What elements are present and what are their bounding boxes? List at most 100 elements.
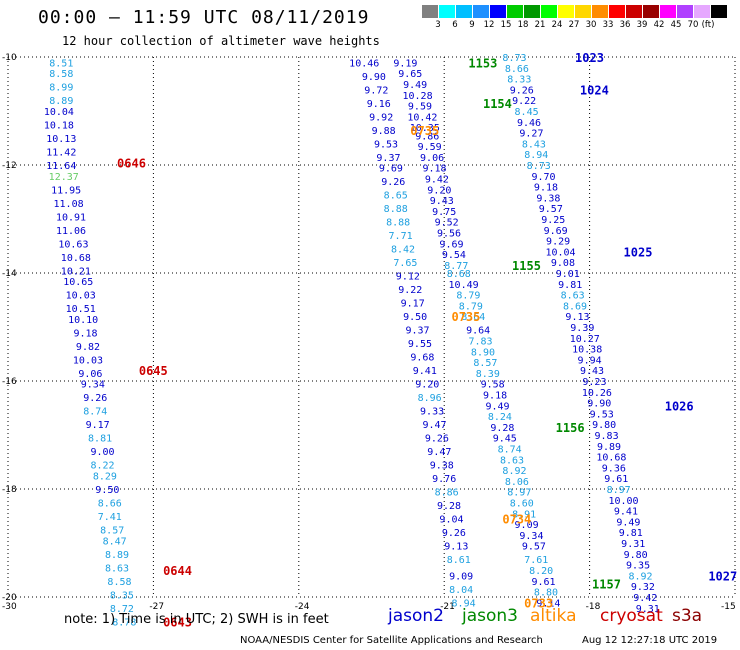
lon-tick-label: -15 bbox=[721, 602, 736, 612]
units-note: note: 1) Time is in UTC; 2) SWH is in fe… bbox=[64, 612, 329, 627]
color-scale-label: 45 bbox=[670, 20, 682, 30]
wave-height-value: 9.22 bbox=[398, 285, 422, 296]
footer-timestamp: Aug 12 12:27:18 UTC 2019 bbox=[582, 635, 718, 646]
wave-height-value: 9.06 bbox=[78, 369, 102, 380]
wave-height-value: 9.17 bbox=[401, 299, 425, 310]
color-scale-swatch bbox=[524, 5, 540, 18]
wave-height-value: 8.64 bbox=[461, 312, 485, 323]
wave-height-value: 8.88 bbox=[386, 218, 410, 229]
pass-id-label: 1024 bbox=[580, 83, 609, 97]
wave-height-value: 8.66 bbox=[98, 499, 122, 510]
wave-height-value: 8.79 bbox=[459, 301, 483, 312]
wave-height-value: 9.55 bbox=[408, 339, 432, 350]
wave-height-value: 8.45 bbox=[515, 107, 539, 118]
color-scale-swatch bbox=[507, 5, 523, 18]
wave-height-value: 9.26 bbox=[442, 528, 466, 539]
wave-height-value: 10.13 bbox=[46, 134, 76, 145]
wave-height-value: 8.81 bbox=[88, 434, 112, 445]
lat-tick-label: -16 bbox=[2, 377, 17, 387]
color-scale-label: 18 bbox=[517, 20, 529, 30]
wave-height-value: 9.80 bbox=[624, 550, 648, 561]
wave-height-value: 9.23 bbox=[582, 377, 606, 388]
color-scale-swatch bbox=[473, 5, 489, 18]
wave-height-value: 8.06 bbox=[505, 477, 529, 488]
wave-height-value: 8.29 bbox=[93, 472, 117, 483]
wave-height-value: 9.38 bbox=[536, 193, 560, 204]
color-scale-swatch bbox=[626, 5, 642, 18]
wave-height-value: 8.89 bbox=[105, 550, 129, 561]
wave-height-value: 10.68 bbox=[61, 253, 91, 264]
wave-height-value: 9.09 bbox=[449, 571, 473, 582]
wave-height-value: 9.26 bbox=[381, 177, 405, 188]
wave-height-value: 8.74 bbox=[498, 445, 522, 456]
color-scale-label: 70 bbox=[687, 20, 699, 30]
wave-height-value: 10.28 bbox=[402, 91, 432, 102]
pass-id-label: 0644 bbox=[163, 564, 192, 578]
wave-height-value: 9.49 bbox=[485, 401, 509, 412]
color-scale-swatch bbox=[456, 5, 472, 18]
wave-height-value: 9.49 bbox=[616, 517, 640, 528]
wave-height-value: 9.94 bbox=[578, 355, 602, 366]
wave-height-value: 8.51 bbox=[49, 58, 73, 69]
wave-height-value: 9.38 bbox=[430, 461, 454, 472]
wave-height-value: 9.33 bbox=[420, 407, 444, 418]
color-scale-label: 15 bbox=[500, 20, 512, 30]
pass-id-label: 0643 bbox=[163, 615, 192, 629]
legend-jason2: jason2 bbox=[388, 606, 444, 626]
color-scale-label: 6 bbox=[452, 20, 458, 30]
wave-height-value: 9.06 bbox=[420, 153, 444, 164]
wave-height-value: 8.33 bbox=[507, 75, 531, 86]
wave-height-value: 9.41 bbox=[413, 366, 437, 377]
wave-height-value: 8.61 bbox=[447, 555, 471, 566]
wave-height-value: 9.22 bbox=[512, 96, 536, 107]
wave-height-value: 9.04 bbox=[439, 515, 463, 526]
wave-height-value: 8.96 bbox=[418, 393, 442, 404]
wave-height-value: 9.26 bbox=[83, 393, 107, 404]
wave-height-value: 10.91 bbox=[56, 212, 86, 223]
color-scale-swatch bbox=[677, 5, 693, 18]
wave-height-value: 8.89 bbox=[49, 96, 73, 107]
pass-id-label: 0645 bbox=[139, 364, 168, 378]
wave-height-value: 7.65 bbox=[393, 258, 417, 269]
wave-height-value: 10.10 bbox=[68, 315, 98, 326]
wave-height-value: 9.00 bbox=[90, 447, 114, 458]
wave-height-value: 8.78 bbox=[112, 617, 136, 628]
map-subtitle: 12 hour collection of altimeter wave hei… bbox=[62, 34, 380, 48]
color-scale-label: 3 bbox=[435, 20, 441, 30]
wave-height-value: 10.04 bbox=[545, 247, 575, 258]
wave-height-value: 10.21 bbox=[61, 266, 91, 277]
color-scale-label: 21 bbox=[534, 20, 546, 30]
wave-height-value: 8.99 bbox=[49, 83, 73, 94]
color-scale-swatch bbox=[558, 5, 574, 18]
wave-height-value: 9.28 bbox=[437, 501, 461, 512]
color-scale-swatch bbox=[660, 5, 676, 18]
wave-height-value: 9.34 bbox=[519, 531, 543, 542]
wave-height-value: 7.83 bbox=[469, 337, 493, 348]
wave-height-value: 9.19 bbox=[393, 58, 417, 69]
wave-height-value: 8.63 bbox=[500, 455, 524, 466]
wave-height-value: 9.41 bbox=[614, 507, 638, 518]
wave-height-value: 9.43 bbox=[430, 196, 454, 207]
wave-height-value: 10.27 bbox=[570, 334, 600, 345]
lon-tick-label: -30 bbox=[2, 602, 17, 612]
wave-height-value: 9.14 bbox=[536, 598, 560, 609]
pass-id-label: 1153 bbox=[468, 56, 497, 70]
lat-tick-label: -10 bbox=[2, 53, 17, 63]
wave-height-value: 8.92 bbox=[628, 571, 652, 582]
wave-height-value: 9.82 bbox=[76, 342, 100, 353]
wave-height-value: 9.52 bbox=[435, 218, 459, 229]
wave-height-value: 9.42 bbox=[633, 593, 657, 604]
wave-height-value: 8.04 bbox=[449, 585, 473, 596]
wave-height-value: 9.17 bbox=[86, 420, 110, 431]
wave-height-value: 10.65 bbox=[63, 277, 93, 288]
lon-tick-label: -24 bbox=[295, 602, 310, 612]
wave-height-value: 9.47 bbox=[427, 447, 451, 458]
wave-height-value: 9.36 bbox=[602, 463, 626, 474]
wave-height-value: 9.72 bbox=[364, 85, 388, 96]
wave-height-value: 9.54 bbox=[442, 250, 466, 261]
wave-height-value: 9.88 bbox=[372, 126, 396, 137]
wave-height-value: 8.97 bbox=[507, 488, 531, 499]
wave-height-value: 10.42 bbox=[407, 112, 437, 123]
wave-height-value: 9.47 bbox=[422, 420, 446, 431]
wave-height-value: 9.57 bbox=[539, 204, 563, 215]
